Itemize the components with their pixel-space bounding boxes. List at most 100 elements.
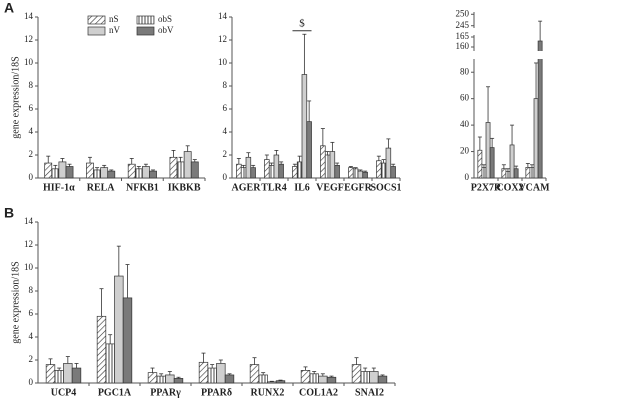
bar — [216, 363, 226, 384]
bar — [58, 161, 67, 179]
bar — [44, 162, 53, 179]
y-tick-label: 8 — [29, 80, 34, 90]
x-tick-label: IL6 — [294, 182, 310, 193]
x-tick-label: HIF-1α — [43, 182, 75, 193]
bar — [390, 166, 396, 179]
x-tick-label: VCAM — [518, 182, 550, 193]
bar — [176, 161, 185, 179]
x-tick-label: NFKB1 — [126, 182, 159, 193]
bar — [156, 375, 166, 384]
bar — [334, 165, 340, 179]
bar — [318, 375, 328, 384]
legend-label: obS — [158, 14, 172, 24]
bar — [258, 374, 268, 384]
y-axis-label: gene expression/18S — [10, 261, 21, 344]
bar — [264, 159, 270, 179]
y-tick-label: 250 — [456, 8, 470, 18]
x-tick-label: COX2 — [496, 182, 523, 193]
y-tick-label: 40 — [460, 119, 470, 129]
bar — [267, 381, 277, 384]
y-tick-label: 165 — [456, 31, 470, 41]
bar — [147, 372, 158, 384]
bar — [309, 373, 319, 384]
panel-label: B — [4, 205, 14, 221]
x-tick-label: P2X7R — [471, 182, 502, 193]
x-tick-label: PGC1A — [98, 387, 132, 398]
bar — [377, 375, 388, 384]
bar — [173, 378, 184, 384]
bar — [93, 169, 101, 179]
bar — [96, 315, 107, 384]
bar — [207, 367, 217, 384]
y-tick-label: 14 — [24, 216, 34, 226]
x-tick-label: RUNX2 — [251, 387, 285, 398]
bar — [513, 168, 519, 179]
legend-label: nS — [109, 14, 119, 24]
y-tick-label: 0 — [465, 172, 470, 182]
bar — [107, 170, 116, 179]
y-tick-label: 10 — [24, 57, 34, 67]
y-tick-label: 14 — [24, 11, 34, 21]
bar — [485, 122, 491, 179]
axis-break — [537, 51, 544, 59]
x-tick-label: RELA — [87, 182, 116, 193]
bar — [127, 163, 136, 179]
y-tick-label: 4 — [29, 331, 34, 341]
x-tick-label: PPARγ — [150, 387, 181, 398]
bar — [275, 380, 286, 384]
y-tick-label: 12 — [218, 34, 227, 44]
bar — [385, 147, 392, 179]
y-tick-label: 20 — [460, 146, 470, 156]
y-tick-label: 2 — [223, 149, 228, 159]
bar — [268, 165, 275, 179]
bar — [292, 166, 298, 179]
bar — [278, 163, 284, 179]
x-tick-label: COL1A2 — [299, 387, 338, 398]
bar — [329, 151, 336, 179]
bar — [360, 371, 370, 384]
x-tick-label: IKBKB — [168, 182, 201, 193]
bar — [86, 162, 94, 179]
x-tick-label: SOCS1 — [370, 182, 401, 193]
y-tick-label: 60 — [460, 93, 470, 103]
x-tick-label: AGER — [232, 182, 262, 193]
bar — [529, 167, 535, 179]
bar — [51, 168, 60, 179]
bar — [525, 167, 531, 179]
bar — [71, 367, 82, 384]
bar — [362, 171, 368, 179]
legend-label: obV — [158, 25, 174, 35]
y-tick-label: 4 — [29, 126, 34, 136]
bar — [122, 297, 133, 384]
y-tick-label: 4 — [223, 126, 228, 136]
annotation: $ — [299, 17, 305, 29]
y-tick-label: 6 — [223, 103, 228, 113]
legend-swatch — [87, 15, 106, 25]
y-tick-label: 10 — [218, 57, 228, 67]
panel-label: A — [4, 0, 14, 16]
bar — [54, 370, 64, 384]
y-tick-label: 10 — [24, 262, 34, 272]
legend-label: nV — [109, 25, 121, 35]
bar — [296, 161, 303, 179]
y-tick-label: 14 — [218, 11, 228, 21]
bar — [149, 170, 157, 179]
bar — [306, 121, 312, 179]
bar — [236, 163, 242, 179]
bar — [249, 364, 260, 384]
bar — [300, 370, 311, 384]
bar — [376, 160, 382, 179]
bar — [45, 364, 56, 384]
bar — [100, 167, 109, 179]
legend-swatch — [87, 26, 106, 36]
y-tick-label: 8 — [29, 285, 34, 295]
bar — [245, 156, 252, 179]
legend-swatch — [136, 15, 155, 25]
legend-swatch — [136, 26, 155, 36]
bar — [134, 168, 143, 179]
x-tick-label: VEGF — [316, 182, 344, 193]
x-tick-label: PPARδ — [201, 387, 232, 398]
bar — [190, 161, 199, 179]
y-tick-label: 8 — [223, 80, 228, 90]
